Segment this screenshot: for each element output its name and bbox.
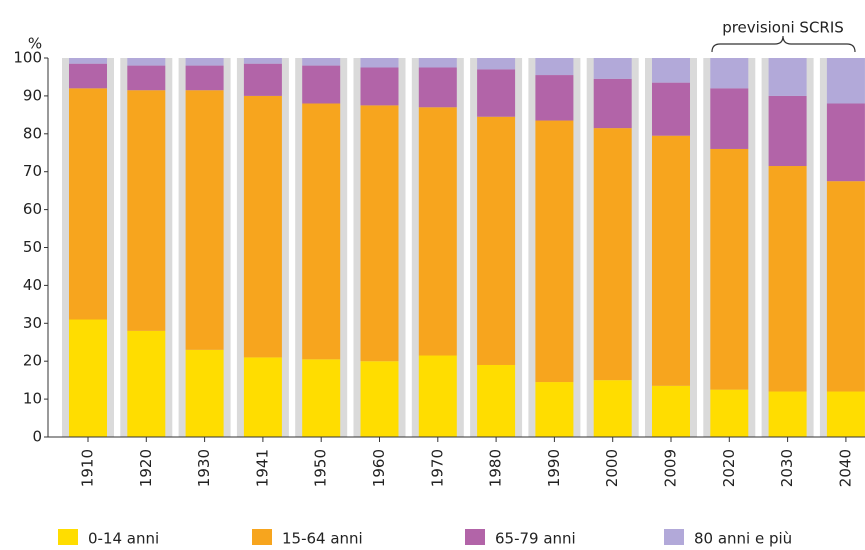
x-tick-label: 1930 <box>195 449 213 487</box>
x-tick-label: 1920 <box>137 449 155 487</box>
bar-segment <box>477 364 516 437</box>
x-tick-label: 1950 <box>312 449 330 487</box>
bar-segment <box>185 58 224 66</box>
bar-segment <box>69 88 107 320</box>
bar-segment <box>477 116 516 365</box>
bar-segment <box>652 385 690 437</box>
bar-segment <box>768 391 807 437</box>
y-tick-label: 0 <box>32 428 42 446</box>
bar-segment <box>360 105 399 362</box>
y-tick-label: 80 <box>23 124 42 142</box>
bar-segment <box>710 88 749 149</box>
bar-segment <box>243 357 282 437</box>
x-tick-label: 1941 <box>253 449 271 487</box>
x-tick-label: 2000 <box>603 449 621 487</box>
bar-segment <box>652 135 690 386</box>
bar-segment <box>652 58 690 83</box>
legend-label: 80 anni e più <box>694 530 792 548</box>
x-tick-label: 2040 <box>836 449 854 487</box>
bar-segment <box>243 58 282 64</box>
y-tick-label: 30 <box>23 314 42 332</box>
bar-segment <box>477 58 516 70</box>
bar-segment <box>69 63 107 89</box>
bar-segment <box>826 103 865 182</box>
y-tick-label: 50 <box>23 238 42 256</box>
legend-swatch <box>664 529 684 545</box>
bar-segment <box>302 58 341 66</box>
bar-segment <box>477 69 516 117</box>
bar-segment <box>418 58 457 68</box>
bar-segment <box>185 349 224 437</box>
bar-segment <box>302 359 341 437</box>
bar-segment <box>593 58 632 79</box>
x-tick-label: 1910 <box>79 449 97 487</box>
bar-segment <box>302 103 341 360</box>
bar-segment <box>243 95 282 358</box>
bar-segment <box>360 361 399 437</box>
bar-segment <box>360 58 399 68</box>
y-tick-label: 90 <box>23 86 42 104</box>
bar-segment <box>826 58 865 104</box>
x-tick-label: 2020 <box>720 449 738 487</box>
legend-swatch <box>465 529 485 545</box>
x-tick-label: 1990 <box>545 449 563 487</box>
bar-segment <box>418 107 457 356</box>
y-axis-label: % <box>28 35 42 53</box>
bar-segment <box>535 382 574 437</box>
bar-segment <box>69 319 107 437</box>
x-tick-label: 1970 <box>428 449 446 487</box>
bar-segment <box>127 65 166 91</box>
legend-label: 15-64 anni <box>282 530 363 548</box>
bar-segment <box>768 166 807 392</box>
bar-segment <box>69 58 107 64</box>
y-tick-label: 100 <box>13 49 42 67</box>
legend-swatch <box>252 529 272 545</box>
legend-label: 65-79 anni <box>495 530 576 548</box>
bar-segment <box>243 63 282 96</box>
bar-segment <box>418 355 457 437</box>
bar-segment <box>593 380 632 437</box>
bar-segment <box>710 58 749 89</box>
legend-label: 0-14 anni <box>88 530 159 548</box>
x-tick-label: 1980 <box>487 449 505 487</box>
bar-segment <box>185 90 224 350</box>
bar-segment <box>535 75 574 121</box>
bar-segment <box>127 330 166 437</box>
bar-segment <box>768 58 807 96</box>
bar-segment <box>710 148 749 390</box>
x-tick-label: 1960 <box>370 449 388 487</box>
bar-segment <box>127 90 166 331</box>
x-tick-label: 2030 <box>778 449 796 487</box>
bar-segment <box>360 67 399 106</box>
bar-segment <box>768 95 807 167</box>
y-tick-label: 20 <box>23 352 42 370</box>
y-tick-label: 70 <box>23 162 42 180</box>
bar-segment <box>127 58 166 66</box>
bar-segment <box>535 58 574 76</box>
legend-swatch <box>58 529 78 545</box>
x-tick-label: 2009 <box>662 449 680 487</box>
bar-segment <box>535 120 574 383</box>
bar-segment <box>826 391 865 437</box>
y-tick-label: 60 <box>23 200 42 218</box>
y-tick-label: 40 <box>23 276 42 294</box>
y-tick-label: 10 <box>23 390 42 408</box>
bar-segment <box>652 82 690 136</box>
bar-segment <box>418 67 457 108</box>
annotation: previsioni SCRIS <box>722 19 844 37</box>
bar-segment <box>593 128 632 381</box>
bar-segment <box>826 181 865 392</box>
bar-segment <box>302 65 341 104</box>
bar-segment <box>185 65 224 91</box>
annotation-brace <box>711 35 856 53</box>
bar-segment <box>593 78 632 129</box>
bar-segment <box>710 389 749 437</box>
